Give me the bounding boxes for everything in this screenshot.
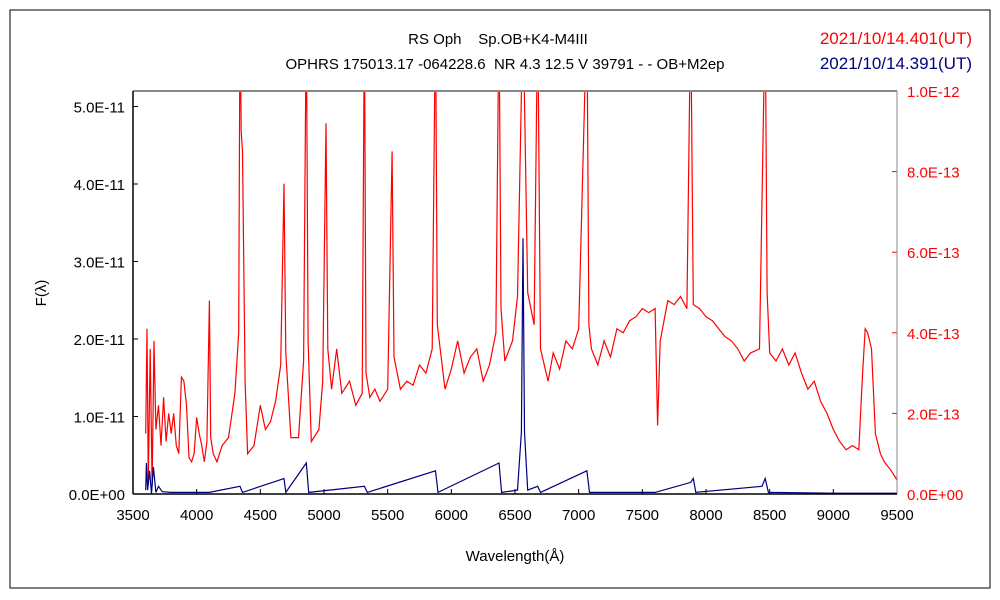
legend-red: 2021/10/14.401(UT): [820, 29, 972, 48]
x-tick-label: 8500: [753, 507, 786, 524]
y-right-tick-label: 2.0E-13: [907, 406, 960, 423]
x-tick-label: 9000: [817, 507, 850, 524]
y-left-tick-label: 3.0E-11: [74, 255, 125, 272]
legend-blue: 2021/10/14.391(UT): [820, 54, 972, 73]
y-left-tick-label: 1.0E-11: [74, 410, 125, 427]
x-tick-label: 4000: [180, 507, 213, 524]
y-left-tick-label: 5.0E-11: [74, 100, 125, 117]
series-line-red: [145, 91, 897, 486]
x-tick-label: 5000: [307, 507, 340, 524]
y-right-tick-label: 0.0E+00: [907, 487, 963, 504]
y-right-tick-label: 4.0E-13: [907, 326, 960, 343]
chart-subtitle: OPHRS 175013.17 -064228.6 NR 4.3 12.5 V …: [285, 56, 724, 73]
outer-frame: [9, 9, 991, 589]
y-right-tick-label: 1.0E-12: [907, 84, 960, 101]
x-tick-label: 7000: [562, 507, 595, 524]
x-tick-label: 9500: [880, 507, 913, 524]
x-tick-label: 7500: [626, 507, 659, 524]
y-right-tick-label: 8.0E-13: [907, 165, 960, 182]
x-tick-label: 6500: [498, 507, 531, 524]
y-left-tick-label: 0.0E+00: [69, 487, 125, 504]
y-right-tick-label: 6.0E-13: [907, 245, 960, 262]
y-left-tick-label: 4.0E-11: [74, 177, 125, 194]
x-tick-label: 4500: [244, 507, 277, 524]
x-tick-label: 8000: [689, 507, 722, 524]
x-tick-label: 3500: [116, 507, 149, 524]
x-tick-label: 6000: [435, 507, 468, 524]
x-axis-label: Wavelength(Å): [466, 548, 565, 565]
y-axis-label: F(λ): [33, 280, 50, 307]
x-tick-label: 5500: [371, 507, 404, 524]
chart-title: RS Oph Sp.OB+K4-M4III: [408, 31, 588, 48]
series-line-blue: [145, 238, 897, 494]
y-left-tick-label: 2.0E-11: [74, 332, 125, 349]
